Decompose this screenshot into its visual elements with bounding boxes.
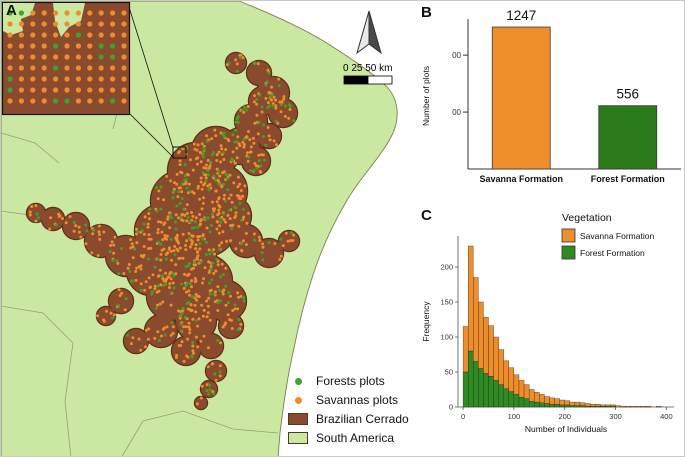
b-ytick-label: 00: [452, 51, 461, 60]
c-ytick-label: 100: [440, 333, 453, 342]
b-category-label: Savanna Formation: [479, 174, 563, 184]
cerrado-rect-swatch: [288, 413, 308, 425]
b-bar-value: 556: [616, 87, 639, 102]
map-legend-item-savannas: Savannas plots: [287, 392, 409, 408]
c-legend-swatch: [561, 245, 576, 260]
plot-dots: [28, 53, 296, 406]
south-america-label: South America: [316, 431, 395, 445]
b-ylabel: Number of plots: [421, 66, 431, 126]
c-legend-swatch: [561, 228, 576, 243]
b-ytick-label: 00: [452, 108, 461, 117]
scale-bar-label: 0 25 50 km: [343, 63, 392, 74]
panel-c-label: C: [421, 207, 432, 224]
plots-bar-chart: 00 00 Number of plots 1247 Savanna Formation…: [421, 8, 681, 184]
map-inset: [1, 1, 131, 116]
c-legend-title: Vegetation: [562, 212, 612, 224]
south-america-rect-swatch: [288, 432, 308, 444]
c-ylabel: Frequency: [421, 301, 431, 342]
inset-source-rect: [172, 146, 187, 159]
map-legend-item-forests: Forests plots: [287, 373, 409, 389]
b-category-label: Forest Formation: [591, 174, 665, 184]
c-histogram-bars: [462, 245, 662, 408]
panel-b-label: B: [421, 4, 432, 21]
c-ytick-label: 50: [445, 368, 453, 377]
inset-plot-dots: [7, 10, 127, 104]
c-ytick-label: 150: [440, 298, 453, 307]
c-xtick-label: 100: [508, 412, 521, 421]
c-ytick-label: 200: [440, 263, 453, 272]
c-xtick-label: 300: [609, 412, 622, 421]
c-xlabel: Number of Individuals: [525, 424, 607, 434]
c-xtick-label: 400: [660, 412, 673, 421]
c-legend-label: Forest Formation: [580, 248, 645, 258]
c-xtick-label: 0: [461, 412, 465, 421]
savanna-plots-dot-swatch: [294, 396, 302, 404]
cerrado-label: Brazilian Cerrado: [316, 412, 409, 426]
scale-bar: 0 25 50 km: [343, 63, 392, 85]
map-legend: Forests plots Savannas plots Brazilian C…: [287, 373, 409, 446]
savanna-plots-label: Savannas plots: [316, 393, 399, 407]
b-bar: [598, 105, 658, 170]
inset-connector-bottom: [128, 112, 174, 158]
map-legend-item-cerrado: Brazilian Cerrado: [287, 411, 409, 427]
north-arrow-icon: [356, 10, 382, 55]
individuals-histogram: 0 100 200 300 400 0 50 100 150 200 Number of Indiv…: [421, 212, 674, 434]
b-bar: [491, 26, 551, 170]
c-legend: Vegetation Savanna Formation Forest Format…: [561, 212, 654, 260]
forest-plots-label: Forests plots: [316, 374, 385, 388]
c-ytick-label: 0: [449, 403, 453, 412]
c-legend-label: Savanna Formation: [580, 231, 654, 241]
map-legend-item-south-america: South America: [287, 430, 409, 446]
forest-plot-dots: [35, 56, 296, 396]
c-xtick-label: 200: [558, 412, 571, 421]
cerrado-map: 0 25 50 km: [1, 1, 413, 456]
forest-plots-dot-swatch: [294, 377, 302, 385]
panel-a-label: A: [6, 2, 17, 19]
b-bar-value: 1247: [506, 8, 536, 23]
inset-connector-top: [128, 6, 174, 149]
